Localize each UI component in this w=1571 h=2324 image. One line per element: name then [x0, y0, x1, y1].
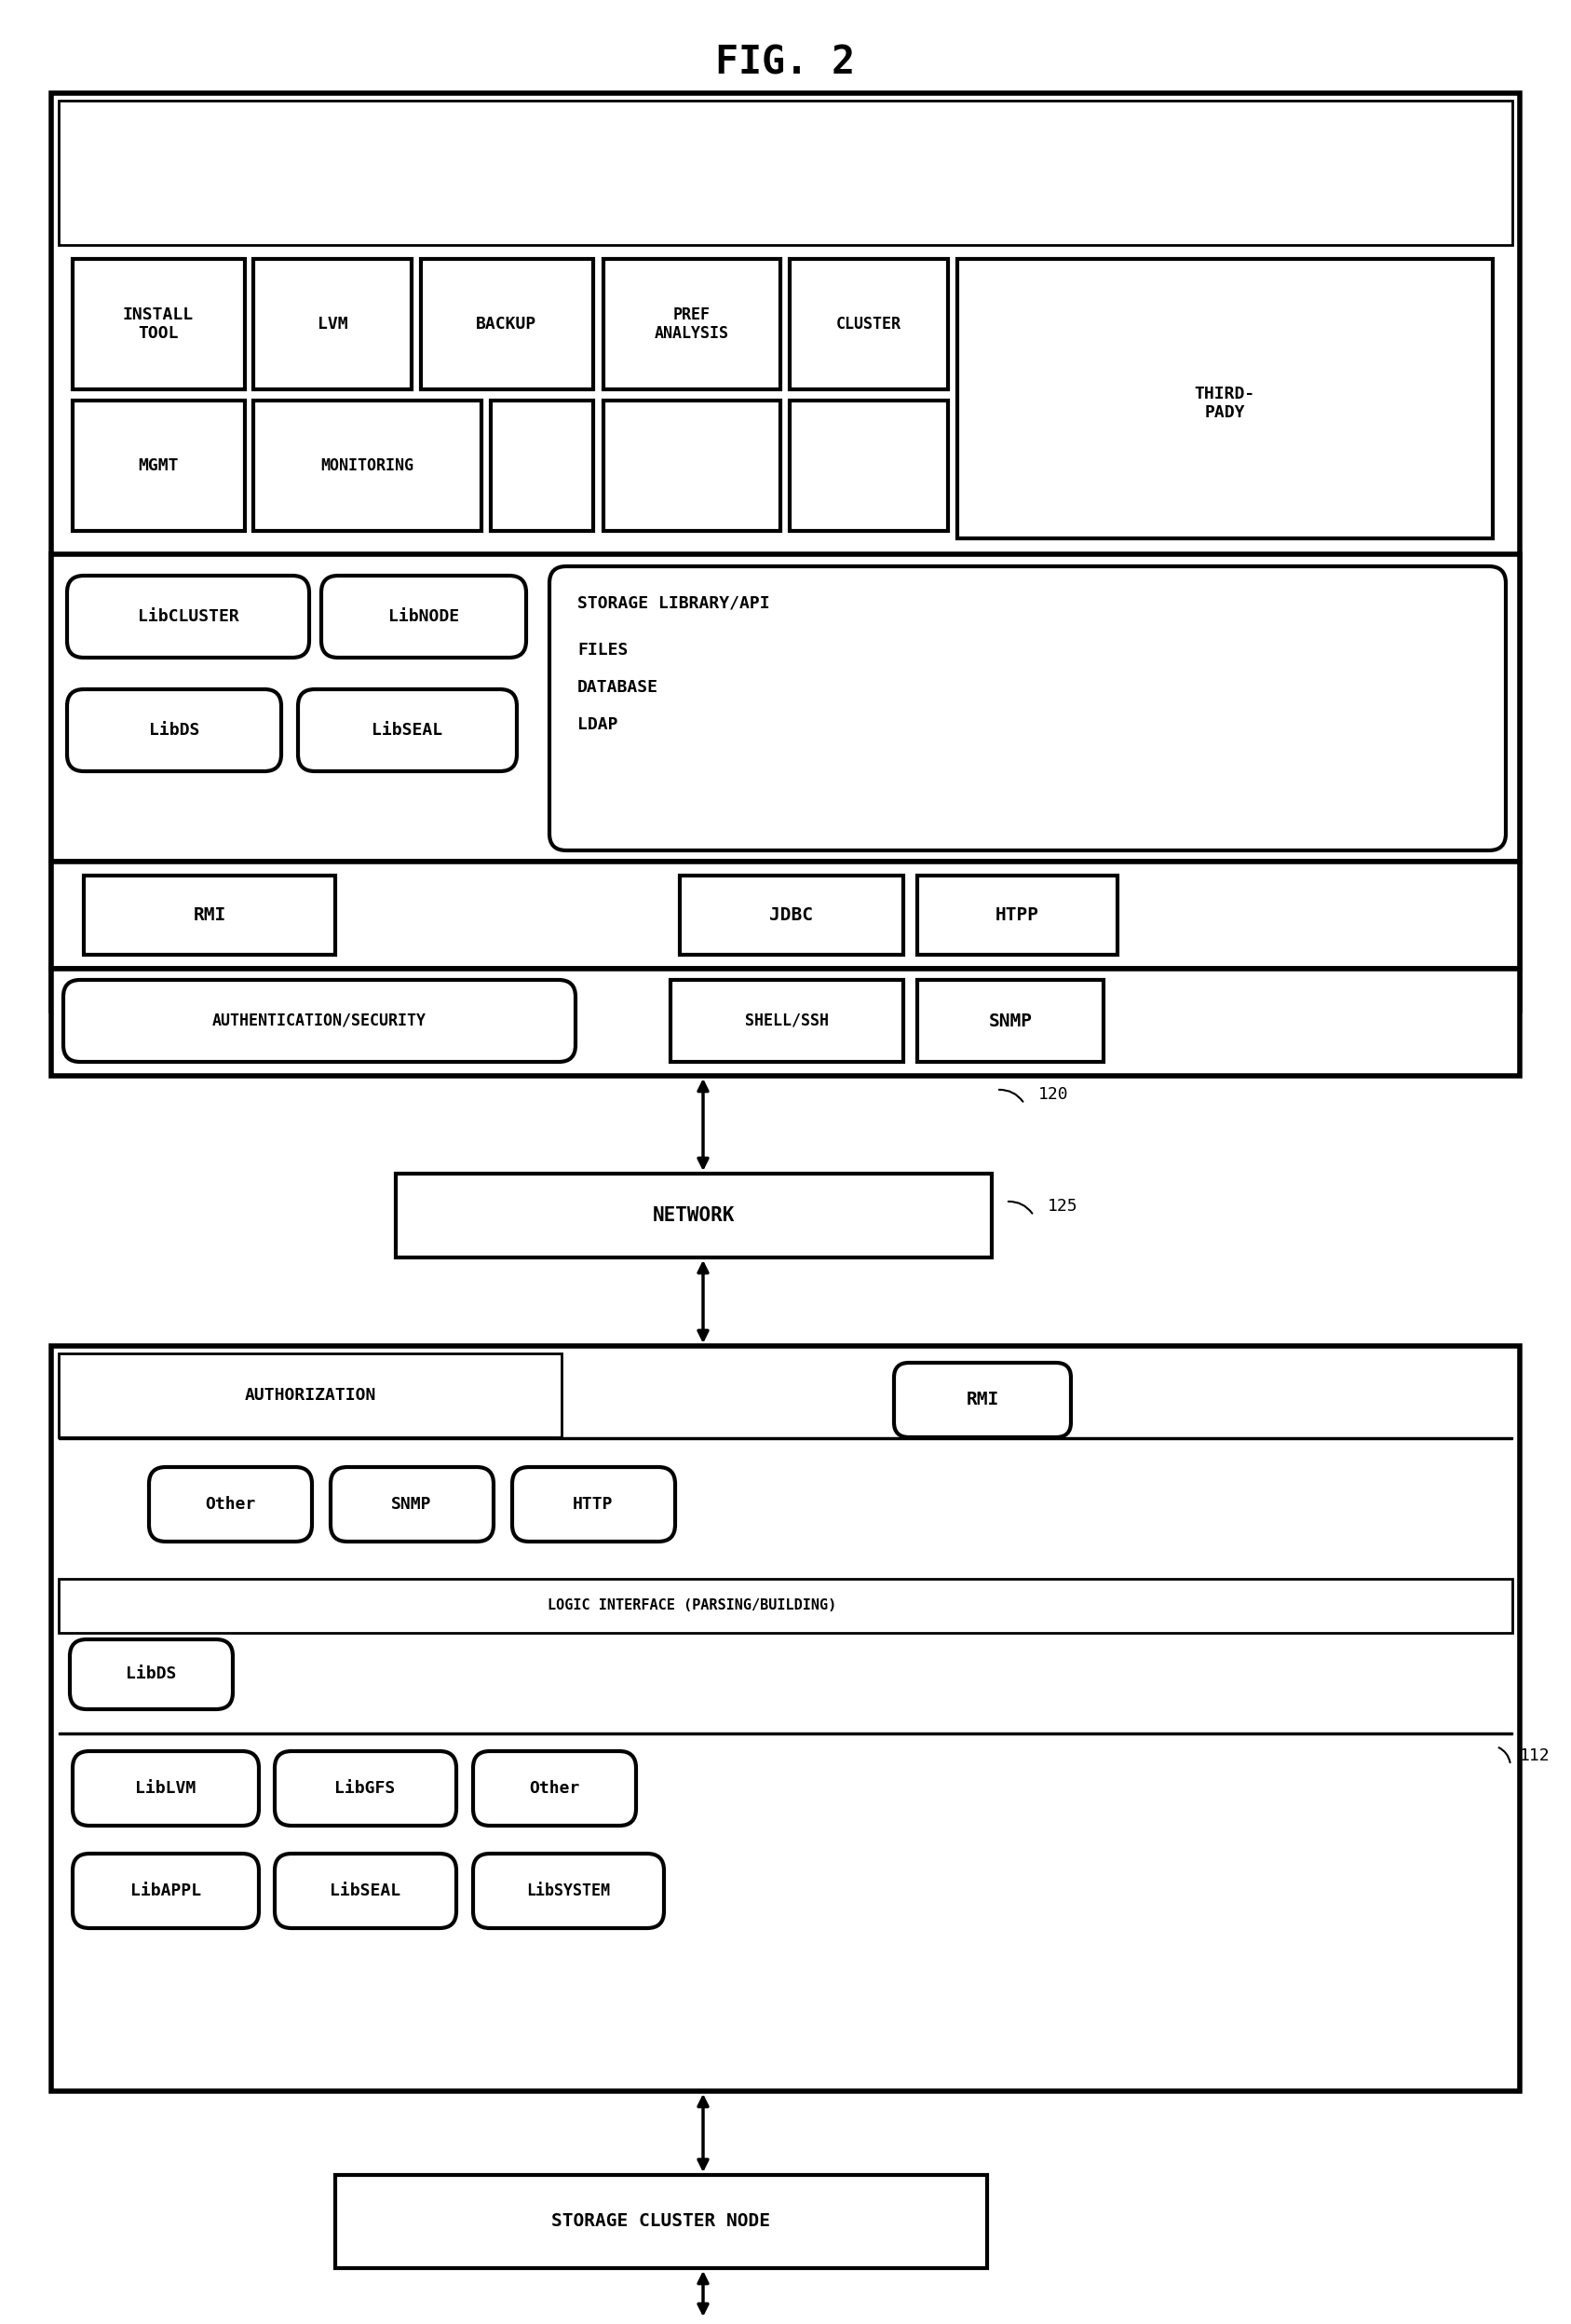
- Bar: [58, 100, 1513, 244]
- Text: LibGFS: LibGFS: [335, 1780, 396, 1796]
- Text: SNMP: SNMP: [391, 1497, 432, 1513]
- Text: DATABASE: DATABASE: [578, 679, 658, 695]
- FancyBboxPatch shape: [322, 576, 526, 658]
- Bar: [52, 862, 1519, 969]
- Text: BACKUP: BACKUP: [476, 316, 537, 332]
- Bar: [58, 1353, 561, 1436]
- Bar: [83, 876, 335, 955]
- FancyBboxPatch shape: [72, 1752, 259, 1827]
- Text: LibLVM: LibLVM: [135, 1780, 196, 1796]
- Text: RMI: RMI: [193, 906, 226, 923]
- Text: LibCLUSTER: LibCLUSTER: [138, 609, 239, 625]
- Text: THIRD-
PADY: THIRD- PADY: [1194, 386, 1255, 421]
- Text: AUTHENTICATION/SECURITY: AUTHENTICATION/SECURITY: [212, 1013, 426, 1030]
- Text: CLUSTER: CLUSTER: [836, 316, 902, 332]
- Text: LibDS: LibDS: [149, 723, 200, 739]
- Text: NETWORK: NETWORK: [652, 1206, 735, 1225]
- Text: STORAGE LIBRARY/API: STORAGE LIBRARY/API: [578, 595, 770, 611]
- Text: LibAPPL: LibAPPL: [130, 1882, 201, 1899]
- Bar: [396, 1174, 991, 1257]
- Text: 125: 125: [1048, 1197, 1078, 1215]
- Text: LibNODE: LibNODE: [388, 609, 459, 625]
- Text: MONITORING: MONITORING: [320, 458, 413, 474]
- Text: RMI: RMI: [966, 1392, 999, 1408]
- Bar: [253, 258, 412, 390]
- FancyBboxPatch shape: [69, 1638, 233, 1708]
- Text: AUTHORIZATION: AUTHORIZATION: [244, 1387, 375, 1404]
- Text: LVM: LVM: [317, 316, 347, 332]
- Text: INSTALL
TOOL: INSTALL TOOL: [123, 307, 193, 342]
- Bar: [421, 258, 594, 390]
- Text: PREF
ANALYSIS: PREF ANALYSIS: [655, 307, 729, 342]
- Text: JDBC: JDBC: [770, 906, 814, 923]
- FancyBboxPatch shape: [68, 576, 309, 658]
- Text: LDAP: LDAP: [578, 716, 617, 732]
- Bar: [917, 876, 1117, 955]
- FancyBboxPatch shape: [473, 1855, 665, 1929]
- Bar: [957, 258, 1492, 539]
- Text: LibDS: LibDS: [126, 1666, 176, 1683]
- FancyBboxPatch shape: [149, 1466, 313, 1541]
- Text: FIG. 2: FIG. 2: [716, 44, 855, 84]
- Text: SHELL/SSH: SHELL/SSH: [745, 1013, 829, 1030]
- Text: 112: 112: [1519, 1748, 1551, 1764]
- FancyBboxPatch shape: [298, 690, 517, 772]
- FancyBboxPatch shape: [330, 1466, 493, 1541]
- Text: LibSYSTEM: LibSYSTEM: [526, 1882, 610, 1899]
- FancyBboxPatch shape: [275, 1855, 456, 1929]
- FancyBboxPatch shape: [550, 567, 1507, 851]
- FancyBboxPatch shape: [473, 1752, 636, 1827]
- Text: LibSEAL: LibSEAL: [371, 723, 443, 739]
- Bar: [671, 981, 903, 1062]
- Text: 120: 120: [1038, 1085, 1068, 1104]
- FancyBboxPatch shape: [512, 1466, 676, 1541]
- Bar: [72, 400, 245, 530]
- Bar: [790, 400, 947, 530]
- FancyBboxPatch shape: [68, 690, 281, 772]
- Bar: [52, 93, 1519, 1011]
- Bar: [52, 553, 1519, 862]
- Text: MGMT: MGMT: [138, 458, 179, 474]
- Bar: [603, 400, 781, 530]
- Bar: [58, 1578, 1513, 1634]
- Text: SNMP: SNMP: [988, 1011, 1032, 1030]
- FancyBboxPatch shape: [275, 1752, 456, 1827]
- Bar: [72, 258, 245, 390]
- Text: LOGIC INTERFACE (PARSING/BUILDING): LOGIC INTERFACE (PARSING/BUILDING): [548, 1599, 837, 1613]
- Text: STORAGE CLUSTER NODE: STORAGE CLUSTER NODE: [551, 2212, 771, 2231]
- Text: LibSEAL: LibSEAL: [330, 1882, 401, 1899]
- Text: FILES: FILES: [578, 641, 628, 658]
- Bar: [52, 1346, 1519, 2092]
- FancyBboxPatch shape: [72, 1855, 259, 1929]
- Bar: [335, 2175, 987, 2268]
- Text: Other: Other: [204, 1497, 256, 1513]
- Text: HTPP: HTPP: [994, 906, 1038, 923]
- FancyBboxPatch shape: [894, 1362, 1071, 1436]
- Bar: [490, 400, 594, 530]
- Bar: [253, 400, 481, 530]
- Text: Other: Other: [529, 1780, 580, 1796]
- Text: HTTP: HTTP: [573, 1497, 613, 1513]
- Bar: [790, 258, 947, 390]
- FancyBboxPatch shape: [63, 981, 575, 1062]
- Bar: [917, 981, 1103, 1062]
- Bar: [603, 258, 781, 390]
- Bar: [52, 969, 1519, 1076]
- Bar: [680, 876, 903, 955]
